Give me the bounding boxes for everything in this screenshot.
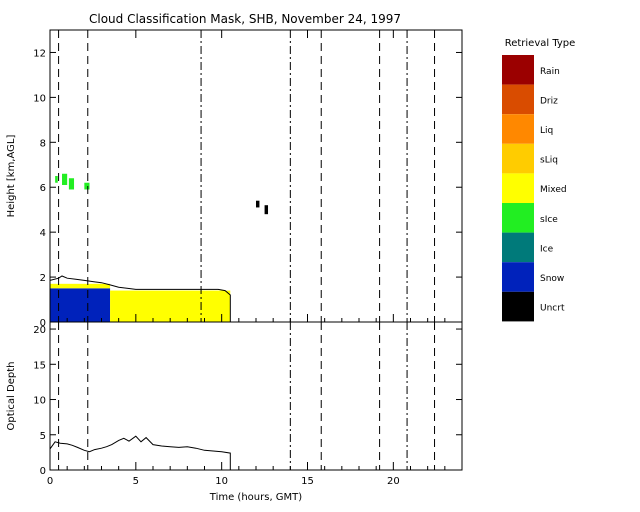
bottom-vertical-lines [58,322,436,470]
bottom-panel: 0 5 10 15 20 0 5 10 15 20 Optical Depth Time (ho… [6,321,463,503]
y-tick-label: 10 [33,396,46,407]
legend-swatch-sice [502,203,534,233]
legend-swatch-rain [502,55,534,85]
bottom-y-axis-label: Optical Depth [6,362,17,431]
y-tick-label: 0 [40,318,46,329]
bottom-y-ticks: 0 5 10 15 20 [33,325,462,477]
legend-swatch-snow [502,262,534,292]
bottom-plot-frame [49,321,463,471]
legend-swatch-mixed [502,173,534,203]
y-tick-label: 8 [40,138,46,149]
top-y-axis-label: Height [km,AGL] [6,135,17,218]
top-vertical-lines [58,30,436,322]
y-tick-label: 2 [40,273,46,284]
y-tick-label: 12 [33,48,46,59]
legend-swatch-uncrt [502,291,534,322]
legend-label-uncrt: Uncrt [540,304,565,314]
legend-swatch-driz [502,84,534,115]
legend-label-ice: Ice [540,244,554,254]
top-regions [50,173,269,322]
top-y-ticks: 0 2 4 6 8 10 12 [33,48,462,329]
bottom-x-ticks: 0 5 10 15 20 [47,462,463,487]
y-tick-label: 5 [40,431,46,442]
legend-label-snow: Snow [540,274,564,284]
legend-label-sliq: sLiq [540,156,558,166]
legend-title: Retrieval Type [505,38,576,49]
y-tick-label: 20 [33,325,46,336]
legend-swatch-liq [502,114,534,144]
x-axis-label: Time (hours, GMT) [209,492,303,503]
legend-label-mixed: Mixed [540,185,567,195]
region-uncrt [264,205,269,215]
region-sice [68,178,75,190]
x-tick-label: 20 [387,476,400,487]
optical-depth-line [49,435,231,470]
x-tick-label: 5 [133,476,139,487]
y-tick-label: 6 [40,183,46,194]
legend-swatch-ice [502,232,534,263]
region-sice [84,182,90,190]
x-tick-label: 10 [215,476,228,487]
region-mixed [50,283,111,289]
legend-entries: Rain Driz Liq sLiq Mixed sIce Ice Snow Uncrt [502,55,567,322]
legend: Retrieval Type Rain Driz Liq sLiq Mixed sIce I… [502,38,576,322]
region-mixed [110,290,231,322]
cloud-top-line [49,275,231,322]
legend-label-liq: Liq [540,126,553,136]
legend-label-rain: Rain [540,67,560,77]
x-tick-label: 15 [301,476,314,487]
top-panel: 0 2 4 6 8 10 12 Height [km,AGL] [6,29,463,329]
region-snow [50,288,111,322]
region-uncrt [256,200,260,208]
y-tick-label: 15 [33,360,46,371]
x-tick-label: 0 [47,476,53,487]
region-sice [62,173,68,185]
chart-title: Cloud Classification Mask, SHB, November… [89,12,401,26]
legend-label-driz: Driz [540,96,558,106]
top-plot-frame [49,29,463,323]
y-tick-label: 0 [40,466,46,477]
top-x-ticks [49,30,463,322]
legend-swatch-sliq [502,143,534,174]
y-tick-label: 4 [40,228,46,239]
y-tick-label: 10 [33,93,46,104]
legend-label-sice: sIce [540,215,558,225]
region-sice [55,176,58,183]
